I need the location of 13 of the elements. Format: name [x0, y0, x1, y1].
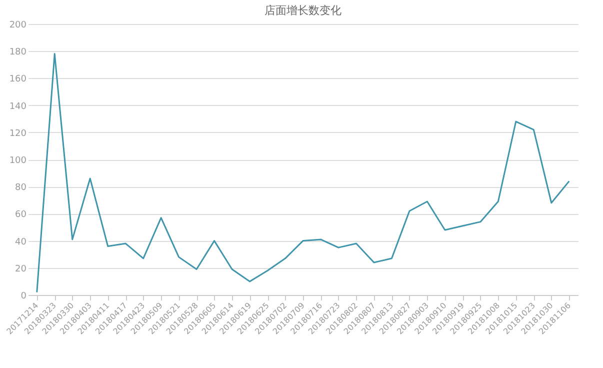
y-tick-label: 20: [15, 264, 27, 274]
y-tick-label: 140: [9, 102, 27, 112]
y-tick-label: 0: [20, 292, 27, 302]
y-tick-label: 200: [9, 20, 27, 30]
y-tick-label: 160: [9, 74, 27, 85]
y-tick-label: 60: [15, 210, 27, 220]
y-tick-label: 80: [15, 183, 27, 194]
line-series: [36, 53, 570, 294]
chart-title: 店面增长数变化: [264, 4, 342, 17]
y-tick-label: 40: [15, 237, 27, 248]
y-tick-label: 120: [9, 128, 27, 139]
y-tick-label: 180: [9, 48, 27, 58]
y-tick-label: 100: [9, 156, 27, 166]
